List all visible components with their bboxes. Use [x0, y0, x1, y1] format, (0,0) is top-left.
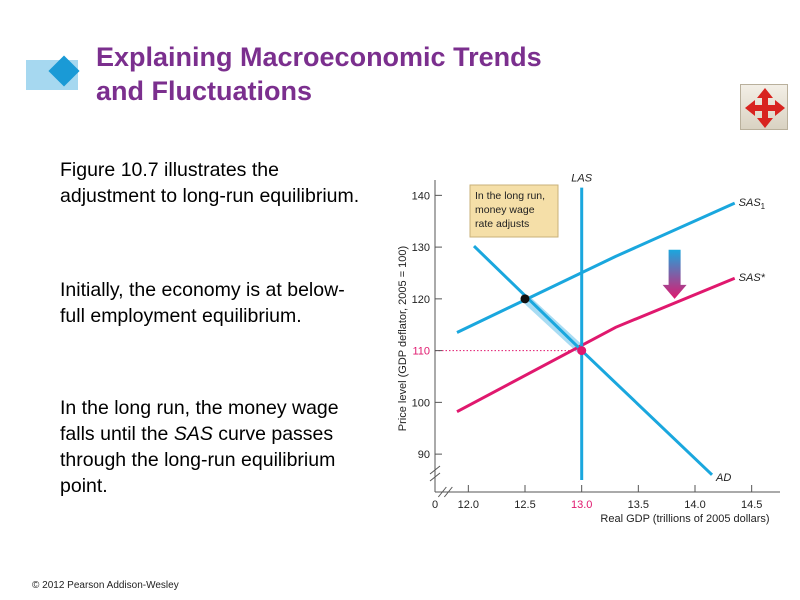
four-arrows-move-icon — [745, 88, 785, 128]
x-origin-label: 0 — [432, 499, 438, 511]
paragraph-3-part-b: curve passes through the long-run equili… — [60, 423, 336, 497]
y-tick-label: 140 — [412, 190, 430, 202]
shift-arrow — [662, 249, 687, 299]
paragraph-3-part-a: In the long run, the money wage falls un… — [60, 397, 339, 445]
series-las-label: LAS — [571, 173, 592, 185]
y-tick-label: 90 — [418, 449, 430, 461]
paragraph-1: Figure 10.7 illustrates the adjustment t… — [60, 157, 360, 209]
x-tick-label: 14.5 — [741, 499, 762, 511]
x-tick-label: 14.0 — [684, 499, 705, 511]
equilibrium-point-2 — [577, 346, 587, 356]
series-sas-line — [456, 201, 736, 334]
slide-title: Explaining Macroeconomic Trends and Fluc… — [96, 40, 716, 108]
equilibrium-point-1 — [520, 294, 530, 304]
y-tick-label: 130 — [412, 242, 430, 254]
y-tick-label: 100 — [412, 397, 430, 409]
callout-line-1: In the long run, — [475, 190, 545, 202]
x-tick-label: 13.0 — [571, 499, 592, 511]
y-axis-label: Price level (GDP deflator, 2005 = 100) — [397, 246, 409, 431]
series-sas-star-label: SAS* — [739, 272, 766, 284]
paragraph-3: In the long run, the money wage falls un… — [60, 395, 360, 499]
slide-title-line-1: Explaining Macroeconomic Trends — [96, 42, 542, 72]
y-tick-label: 120 — [412, 294, 430, 306]
slide-title-line-2: and Fluctuations — [96, 76, 312, 106]
series-sas-label: SAS1 — [739, 197, 766, 211]
adjustment-chart: 90 100 110 120 130 140 12.0 12.5 13.0 13.5 14.0 14.… — [397, 173, 780, 525]
x-tick-label: 12.5 — [514, 499, 535, 511]
callout-line-2: money wage — [475, 204, 535, 216]
paragraph-3-text: In the long run, the money wage falls un… — [60, 395, 360, 499]
copyright: © 2012 Pearson Addison-Wesley — [32, 580, 179, 591]
callout-box — [469, 184, 559, 238]
x-axis-break — [443, 486, 453, 498]
y-axis-break — [429, 472, 441, 482]
nav-button[interactable] — [740, 84, 788, 130]
series-ad-label: AD — [715, 472, 731, 484]
x-axis-break — [437, 486, 447, 498]
paragraph-2: Initially, the economy is at below-full … — [60, 277, 360, 329]
x-tick-label: 13.5 — [628, 499, 649, 511]
y-tick-label: 110 — [412, 346, 430, 358]
paragraph-3-sas: SAS — [173, 423, 213, 445]
x-tick-label: 12.0 — [458, 499, 479, 511]
series-sas-star-line — [456, 276, 736, 414]
y-axis-break — [429, 465, 441, 475]
paragraph-1-text: Figure 10.7 illustrates the adjustment t… — [60, 159, 360, 207]
paragraph-2-text: Initially, the economy is at below-full … — [60, 279, 345, 327]
callout-line-3: rate adjusts — [475, 218, 529, 230]
x-axis-label: Real GDP (trillions of 2005 dollars) — [600, 513, 769, 525]
